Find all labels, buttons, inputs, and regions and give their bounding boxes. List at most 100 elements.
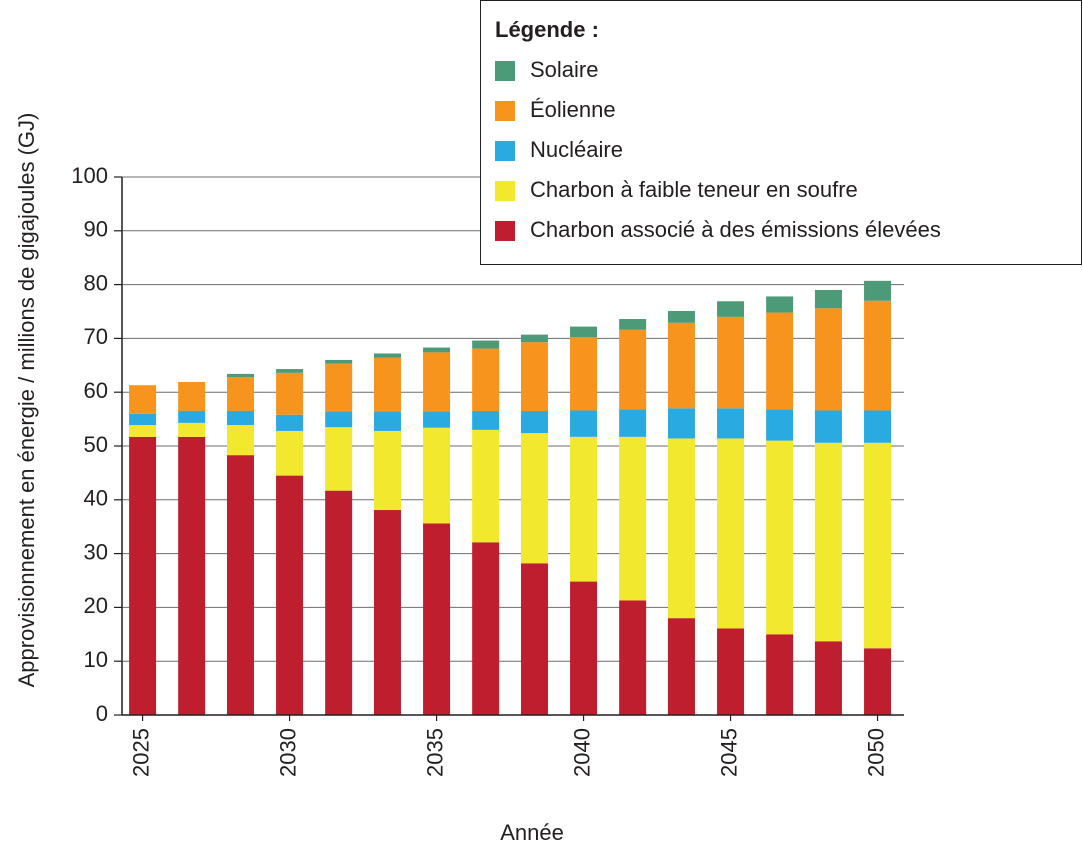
y-tick-label: 80 — [84, 270, 108, 295]
bar-segment — [276, 475, 304, 715]
bar-segment — [325, 363, 353, 412]
bar-segment — [276, 430, 304, 476]
bar-segment — [129, 385, 157, 414]
bar-segment — [129, 425, 157, 437]
bar-segment — [864, 280, 892, 301]
bar-segment — [423, 352, 451, 412]
bar-segment — [766, 296, 794, 313]
y-axis-title: Approvisionnement en énergie / millions … — [14, 113, 39, 688]
bar-segment — [226, 455, 254, 715]
bar-segment — [864, 442, 892, 649]
bar-segment — [276, 372, 304, 415]
y-tick-label: 70 — [84, 324, 108, 349]
bar-segment — [619, 436, 647, 601]
bar-segment — [178, 436, 206, 715]
bar-segment — [276, 369, 304, 373]
bar-segment — [373, 357, 401, 412]
y-tick-label: 60 — [84, 378, 108, 403]
legend-label: Nucléaire — [530, 137, 623, 162]
bar-segment — [570, 326, 598, 338]
bar-segment — [129, 436, 157, 715]
bar-segment — [814, 641, 842, 715]
bar-segment — [226, 411, 254, 426]
legend-swatch — [495, 181, 515, 201]
bar-segment — [667, 408, 695, 439]
bar-segment — [472, 340, 500, 349]
bar-segment — [814, 308, 842, 411]
bar-segment — [325, 411, 353, 428]
bar-segment — [667, 310, 695, 323]
bar-segment — [570, 410, 598, 437]
bar-segment — [520, 563, 548, 715]
bar-segment — [717, 438, 745, 629]
bar-segment — [814, 289, 842, 309]
bar-segment — [178, 422, 206, 437]
bar-segment — [325, 427, 353, 491]
y-tick-label: 10 — [84, 647, 108, 672]
bar-segment — [619, 319, 647, 330]
bar-segment — [472, 411, 500, 430]
legend-title: Légende : — [495, 17, 599, 42]
x-tick-label: 2030 — [275, 728, 300, 777]
bar-segment — [717, 408, 745, 439]
legend-label: Solaire — [530, 57, 598, 82]
bar-segment — [667, 438, 695, 619]
bar-segment — [226, 373, 254, 378]
legend-swatch — [495, 221, 515, 241]
bar-segment — [864, 648, 892, 715]
bar-segment — [472, 348, 500, 412]
bar-segment — [667, 618, 695, 715]
x-tick-label: 2035 — [422, 728, 447, 777]
bar-segment — [423, 411, 451, 428]
bar-segment — [766, 440, 794, 635]
x-tick-label: 2040 — [569, 728, 594, 777]
legend-label: Charbon associé à des émissions élevées — [530, 217, 941, 242]
bar-segment — [814, 442, 842, 642]
bar-segment — [619, 600, 647, 715]
bar-segment — [423, 427, 451, 524]
bar-segment — [373, 510, 401, 715]
x-tick-label: 2045 — [716, 728, 741, 777]
bar-segment — [423, 347, 451, 353]
bar-segment — [129, 413, 157, 426]
bar-segment — [373, 353, 401, 358]
bar-segment — [472, 429, 500, 543]
x-tick-label: 2025 — [128, 728, 153, 777]
legend-label: Éolienne — [530, 97, 616, 122]
y-tick-label: 50 — [84, 432, 108, 457]
bar-segment — [423, 523, 451, 715]
bar-segment — [570, 436, 598, 582]
bar-segment — [520, 342, 548, 412]
y-tick-label: 30 — [84, 539, 108, 564]
x-tick-label: 2050 — [863, 728, 888, 777]
legend-box — [480, 0, 1082, 265]
bar-segment — [325, 359, 353, 364]
bar-segment — [520, 334, 548, 343]
bar-segment — [178, 381, 206, 412]
y-tick-label: 90 — [84, 217, 108, 242]
y-tick-label: 20 — [84, 593, 108, 618]
bar-segment — [619, 409, 647, 437]
bar-segment — [226, 377, 254, 412]
bar-segment — [667, 322, 695, 409]
bar-segment — [766, 409, 794, 441]
bar-segment — [864, 410, 892, 443]
bar-segment — [226, 425, 254, 456]
bar-segment — [717, 316, 745, 409]
bar-segment — [373, 430, 401, 511]
bar-segment — [472, 542, 500, 715]
bar-segment — [520, 433, 548, 564]
bar-segment — [814, 410, 842, 443]
bar-segment — [373, 411, 401, 431]
bar-segment — [864, 300, 892, 411]
x-axis-title: Année — [500, 820, 564, 845]
legend-swatch — [495, 101, 515, 121]
legend-swatch — [495, 61, 515, 81]
y-tick-label: 0 — [96, 701, 108, 726]
bar-segment — [766, 634, 794, 715]
bar-segment — [619, 329, 647, 410]
bar-segment — [570, 337, 598, 411]
bar-segment — [276, 414, 304, 431]
legend-label: Charbon à faible teneur en soufre — [530, 177, 858, 202]
